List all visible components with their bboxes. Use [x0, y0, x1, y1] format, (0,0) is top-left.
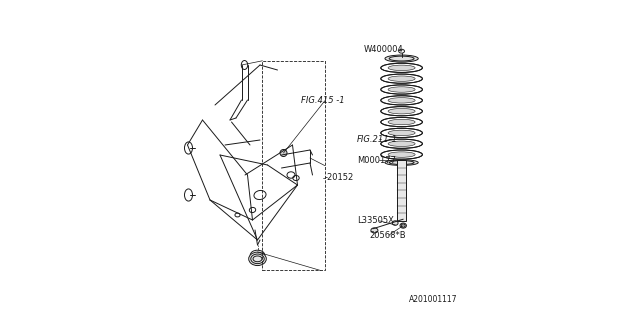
- Ellipse shape: [249, 252, 266, 266]
- Text: A201001117: A201001117: [409, 295, 458, 304]
- Text: FIG.211-1: FIG.211-1: [357, 135, 398, 144]
- Ellipse shape: [381, 96, 422, 105]
- Ellipse shape: [388, 76, 415, 81]
- Text: -20152: -20152: [325, 173, 354, 182]
- Text: M000177: M000177: [357, 156, 396, 164]
- Bar: [397, 160, 406, 221]
- Ellipse shape: [388, 141, 415, 147]
- Ellipse shape: [388, 152, 415, 157]
- Ellipse shape: [385, 55, 419, 62]
- Text: W400004: W400004: [364, 45, 404, 54]
- Ellipse shape: [388, 108, 415, 114]
- Ellipse shape: [381, 139, 422, 148]
- Ellipse shape: [388, 130, 415, 136]
- Text: FIG.415 -1: FIG.415 -1: [301, 96, 344, 105]
- Ellipse shape: [388, 119, 415, 125]
- Ellipse shape: [381, 128, 422, 138]
- Ellipse shape: [280, 149, 287, 156]
- Text: L33505X: L33505X: [357, 216, 394, 225]
- Bar: [262, 61, 324, 270]
- Ellipse shape: [381, 63, 422, 72]
- Ellipse shape: [388, 87, 415, 92]
- Ellipse shape: [381, 85, 422, 94]
- Ellipse shape: [385, 160, 419, 165]
- Ellipse shape: [392, 221, 398, 225]
- Ellipse shape: [388, 98, 415, 103]
- Ellipse shape: [400, 223, 406, 228]
- Ellipse shape: [388, 65, 415, 70]
- Ellipse shape: [381, 107, 422, 116]
- Ellipse shape: [371, 228, 378, 233]
- Ellipse shape: [381, 150, 422, 159]
- Ellipse shape: [381, 117, 422, 127]
- Text: 20568*B: 20568*B: [370, 231, 406, 240]
- Ellipse shape: [381, 74, 422, 83]
